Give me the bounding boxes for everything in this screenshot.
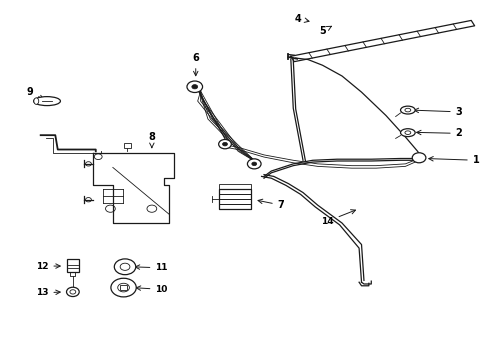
Ellipse shape [404,108,410,112]
Circle shape [118,283,129,292]
Circle shape [186,81,202,93]
Circle shape [191,85,197,89]
Text: 10: 10 [136,285,167,294]
Bar [219,184,250,189]
Circle shape [70,290,76,294]
Bar [219,189,250,208]
Circle shape [218,139,231,149]
Bar [67,259,79,272]
Circle shape [251,162,256,166]
Text: 8: 8 [148,132,155,148]
Circle shape [114,259,136,275]
Circle shape [120,263,130,270]
Text: 7: 7 [258,199,284,210]
Ellipse shape [400,106,414,114]
Ellipse shape [400,129,414,136]
Text: 1: 1 [428,155,479,165]
Text: 9: 9 [26,87,43,99]
Text: 6: 6 [192,53,199,76]
Ellipse shape [404,131,410,134]
Text: 13: 13 [36,288,60,297]
Circle shape [66,287,79,297]
Bar [219,199,250,203]
Text: 12: 12 [36,262,60,271]
Bar [219,189,250,194]
Text: 2: 2 [416,129,462,138]
Polygon shape [93,153,173,223]
Bar [123,143,130,148]
Circle shape [411,153,425,163]
Ellipse shape [34,96,61,105]
Text: 14: 14 [321,210,355,226]
Polygon shape [290,21,474,62]
Text: 4: 4 [294,14,308,24]
Text: 11: 11 [135,264,167,273]
Circle shape [111,278,136,297]
Circle shape [247,159,261,169]
Ellipse shape [34,98,39,104]
Circle shape [222,142,227,146]
Bar [219,194,250,199]
Bar [120,285,127,290]
Bar [219,203,250,208]
Text: 5: 5 [319,26,331,36]
Text: 3: 3 [413,107,462,117]
